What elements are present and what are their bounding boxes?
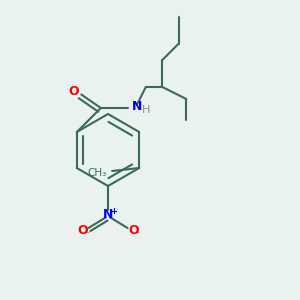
Text: +: + [110,207,117,216]
Text: O: O [77,224,88,238]
Text: CH₃: CH₃ [88,167,107,178]
Text: N: N [103,208,113,221]
Text: ⁻: ⁻ [135,230,140,241]
Text: H: H [142,105,150,116]
Text: N: N [132,100,143,113]
Text: O: O [128,224,139,238]
Text: O: O [68,85,79,98]
Text: ⁻: ⁻ [84,230,90,241]
